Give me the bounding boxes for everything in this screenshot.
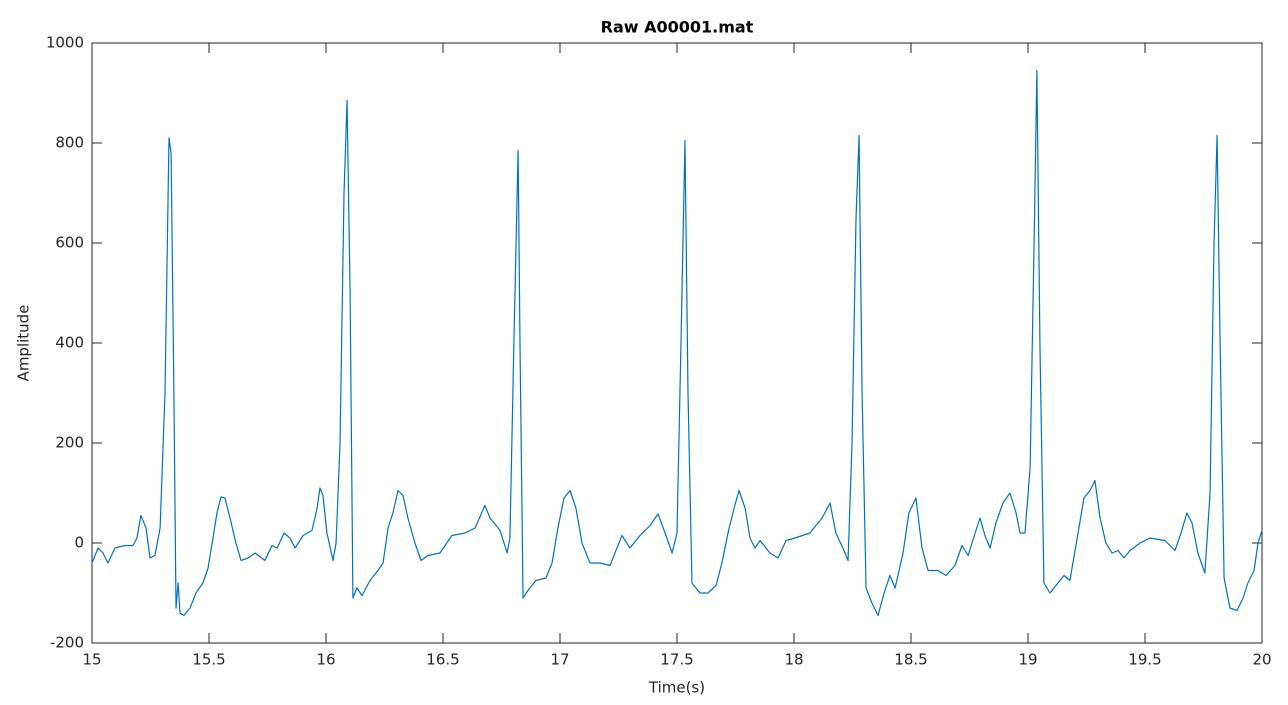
y-tick-label: 1000 (46, 34, 84, 52)
x-tick-label: 15 (82, 651, 101, 669)
plot-frame (91, 42, 1263, 644)
chart-title: Raw A00001.mat (601, 18, 754, 37)
x-tick-label: 19.5 (1128, 651, 1161, 669)
x-tick-label: 15.5 (192, 651, 225, 669)
y-tick-label: -200 (50, 634, 84, 652)
y-tick-label: 0 (74, 534, 84, 552)
signal-line (91, 69, 1263, 617)
y-tick-label: 400 (55, 334, 84, 352)
x-tick-label: 16.5 (426, 651, 459, 669)
y-axis-label: Amplitude (15, 305, 33, 382)
y-tick-label: 800 (55, 134, 84, 152)
x-tick-label: 20 (1252, 651, 1271, 669)
x-axis-label: Time(s) (648, 679, 705, 697)
x-tick-label: 16 (316, 651, 335, 669)
x-tick-label: 19 (1018, 651, 1037, 669)
y-tick-label: 600 (55, 234, 84, 252)
x-tick-label: 17.5 (660, 651, 693, 669)
x-tick-label: 18.5 (894, 651, 927, 669)
y-tick-label: 200 (55, 434, 84, 452)
x-tick-label: 18 (784, 651, 803, 669)
x-tick-label: 17 (550, 651, 569, 669)
